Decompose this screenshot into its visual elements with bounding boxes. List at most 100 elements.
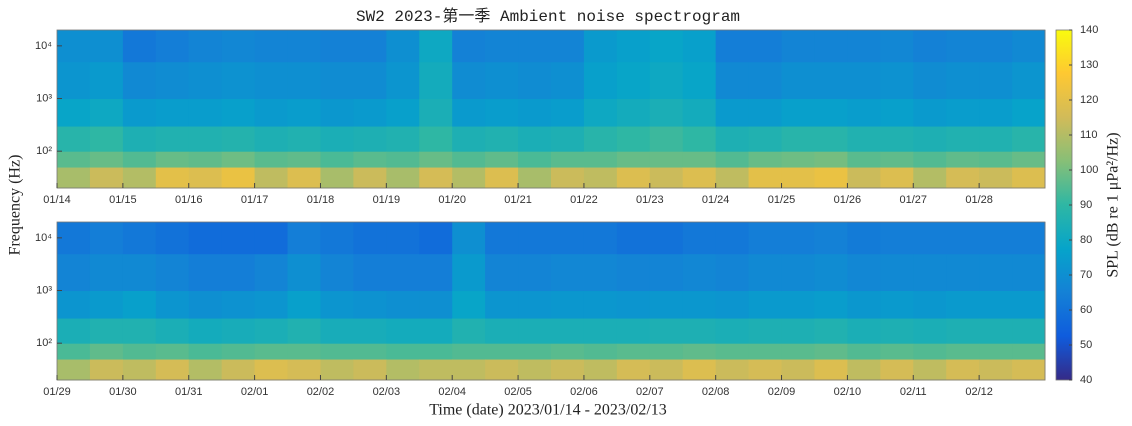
x-tick-label: 02/10: [834, 386, 862, 398]
heatmap-cell: [913, 343, 947, 360]
heatmap-cell: [847, 290, 881, 319]
heatmap-cell: [649, 98, 684, 127]
heatmap-cell: [913, 30, 947, 63]
heatmap-cell: [814, 126, 848, 152]
heatmap-cell: [419, 61, 453, 100]
heatmap-cell: [616, 253, 651, 292]
heatmap-cell: [616, 126, 651, 152]
heatmap-cell: [221, 126, 256, 152]
heatmap-cell: [452, 30, 486, 63]
heatmap-cell: [748, 126, 783, 152]
heatmap-cell: [188, 151, 223, 168]
heatmap-cell: [122, 61, 157, 100]
heatmap-cell: [188, 318, 223, 344]
colorbar-tick-label: 60: [1080, 304, 1092, 316]
heatmap-cell: [880, 222, 914, 255]
x-tick-label: 01/28: [965, 194, 993, 206]
heatmap-cell: [320, 253, 354, 292]
heatmap-cell: [649, 30, 684, 63]
heatmap-cell: [57, 151, 91, 168]
heatmap-cell: [485, 30, 519, 63]
heatmap-cell: [452, 253, 486, 292]
heatmap-cell: [188, 359, 223, 381]
x-tick-label: 02/02: [307, 386, 335, 398]
heatmap-cell: [353, 318, 387, 344]
heatmap-cell: [485, 167, 519, 189]
heatmap-cell: [979, 290, 1013, 319]
heatmap-cell: [748, 318, 783, 344]
heatmap-cell: [847, 61, 881, 100]
heatmap-cell: [913, 61, 947, 100]
x-tick-label: 01/26: [834, 194, 862, 206]
heatmap-cell: [57, 359, 91, 381]
heatmap-cell: [254, 151, 289, 168]
x-tick-label: 01/29: [43, 386, 71, 398]
heatmap-cell: [682, 222, 717, 255]
heatmap-cell: [946, 253, 980, 292]
heatmap-cell: [682, 30, 717, 63]
heatmap-cell: [518, 222, 552, 255]
heatmap-cell: [715, 222, 750, 255]
heatmap-cell: [518, 167, 552, 189]
heatmap-cell: [386, 30, 420, 63]
heatmap-cell: [1012, 61, 1046, 100]
heatmap-cell: [89, 98, 124, 127]
heatmap-cell: [485, 318, 519, 344]
x-tick-label: 02/09: [768, 386, 796, 398]
heatmap-cell: [847, 98, 881, 127]
heatmap-cell: [518, 30, 552, 63]
heatmap-cell: [682, 151, 717, 168]
heatmap-cell: [616, 167, 651, 189]
heatmap-cell: [880, 359, 914, 381]
heatmap-cell: [814, 290, 848, 319]
heatmap-cell: [814, 253, 848, 292]
heatmap-cell: [979, 343, 1013, 360]
colorbar-tick-label: 130: [1080, 59, 1098, 71]
heatmap-cell: [122, 343, 157, 360]
heatmap-cell: [386, 126, 420, 152]
heatmap-cell: [57, 343, 91, 360]
heatmap-cell: [583, 290, 618, 319]
heatmap-cell: [979, 167, 1013, 189]
heatmap-cell: [57, 126, 91, 152]
heatmap-cell: [551, 253, 585, 292]
heatmap-cell: [57, 167, 91, 189]
heatmap-cell: [155, 343, 190, 360]
heatmap-cell: [649, 343, 684, 360]
heatmap-cell: [485, 126, 519, 152]
heatmap-cell: [946, 167, 980, 189]
heatmap-cell: [913, 318, 947, 344]
heatmap-cell: [715, 343, 750, 360]
heatmap-cell: [353, 151, 387, 168]
heatmap-cell: [748, 290, 783, 319]
heatmap-cell: [715, 318, 750, 344]
heatmap-cell: [221, 30, 256, 63]
heatmap-cell: [155, 151, 190, 168]
heatmap-cell: [353, 126, 387, 152]
heatmap-cell: [814, 30, 848, 63]
heatmap-cell: [155, 253, 190, 292]
heatmap-cell: [89, 61, 124, 100]
heatmap-cell: [122, 222, 157, 255]
heatmap-cell: [781, 343, 815, 360]
heatmap-cell: [616, 290, 651, 319]
heatmap-cell: [616, 222, 651, 255]
x-tick-label: 01/30: [109, 386, 137, 398]
heatmap-cell: [386, 98, 420, 127]
heatmap-cell: [551, 167, 585, 189]
heatmap-cell: [386, 61, 420, 100]
heatmap-cell: [814, 343, 848, 360]
heatmap-cell: [946, 318, 980, 344]
heatmap-cell: [419, 98, 453, 127]
heatmap-cell: [254, 359, 289, 381]
heatmap-cell: [254, 98, 289, 127]
heatmap-cell: [155, 126, 190, 152]
heatmap-cell: [122, 167, 157, 189]
heatmap-cell: [1012, 318, 1046, 344]
heatmap-cell: [254, 30, 289, 63]
heatmap-cell: [122, 126, 157, 152]
heatmap-cell: [89, 343, 124, 360]
heatmap-cell: [583, 61, 618, 100]
x-axis-label: Time (date) 2023/01/14 - 2023/02/13: [429, 402, 667, 419]
heatmap-cell: [419, 253, 453, 292]
